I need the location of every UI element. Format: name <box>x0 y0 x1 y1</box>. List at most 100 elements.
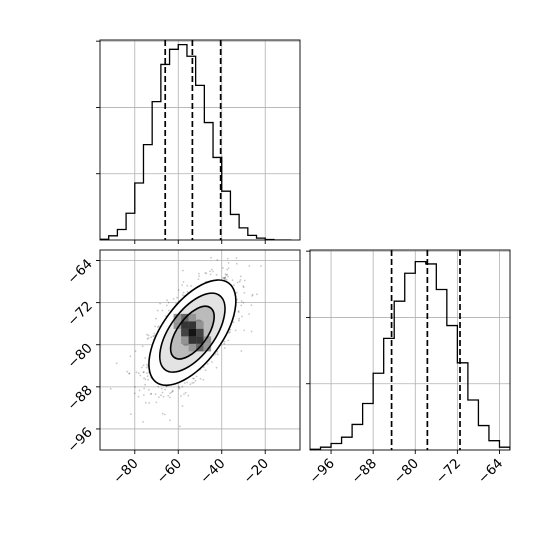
joint-point <box>164 388 167 391</box>
joint-point <box>133 392 136 395</box>
joint-point <box>193 377 195 380</box>
joint-point <box>183 382 186 384</box>
joint-point <box>236 298 239 301</box>
joint-point <box>141 366 143 369</box>
joint-point <box>235 291 238 294</box>
y-marginal-xtick-label: −72 <box>433 456 464 487</box>
joint-point <box>251 293 254 296</box>
joint-point <box>142 371 145 374</box>
joint-ytick-label: −96 <box>64 424 95 455</box>
joint-point <box>224 278 226 281</box>
joint-point <box>181 294 184 296</box>
joint-point <box>199 377 202 380</box>
joint-point <box>248 265 251 267</box>
joint-point <box>227 275 229 278</box>
x-marginal-frame <box>99 39 301 241</box>
joint-point <box>229 331 231 333</box>
joint-point <box>137 372 140 375</box>
joint-point <box>211 361 213 363</box>
joint-point <box>167 301 170 304</box>
joint-point <box>227 267 230 269</box>
joint-point <box>158 396 160 398</box>
joint-point <box>223 277 226 279</box>
joint-point <box>238 280 241 283</box>
joint-point <box>189 383 192 386</box>
joint-point <box>240 304 243 307</box>
joint-point <box>144 383 147 386</box>
joint-xtick-label: −20 <box>241 456 272 487</box>
joint-point <box>150 336 153 338</box>
joint-point <box>161 309 164 312</box>
joint-point <box>256 293 258 296</box>
joint-point <box>157 385 160 388</box>
joint-point <box>233 284 235 287</box>
joint-point <box>205 272 208 275</box>
joint-point <box>153 332 156 335</box>
joint-point <box>172 298 175 300</box>
x-marginal-panel <box>96 39 301 244</box>
joint-point <box>155 401 158 404</box>
joint-xtick-label: −40 <box>197 456 228 487</box>
joint-point <box>169 392 172 395</box>
joint-point <box>169 396 171 399</box>
joint-point <box>192 377 195 380</box>
joint-ytick-label: −64 <box>64 256 95 287</box>
joint-point <box>147 337 150 339</box>
y-marginal-panel: −96 −88 −80 −72 −64 <box>306 249 511 487</box>
joint-point <box>142 364 145 367</box>
joint-point <box>242 285 245 288</box>
joint-density-cell <box>203 336 212 344</box>
joint-point <box>182 281 185 283</box>
joint-point <box>146 372 148 374</box>
joint-point <box>148 402 151 404</box>
joint-point <box>192 381 195 384</box>
joint-point <box>179 425 181 428</box>
joint-point <box>186 290 189 293</box>
joint-contour-line <box>169 305 215 360</box>
joint-frame <box>99 249 301 451</box>
joint-point <box>144 378 147 381</box>
joint-point <box>178 386 181 389</box>
y-marginal-xtick-label: −96 <box>306 456 337 487</box>
joint-point <box>183 393 185 395</box>
x-marginal-grid <box>100 40 300 240</box>
joint-point <box>146 375 149 378</box>
joint-point <box>204 272 207 274</box>
joint-point <box>226 257 229 260</box>
joint-contour-lines <box>148 279 237 387</box>
joint-point <box>209 270 211 273</box>
joint-point <box>223 342 226 345</box>
joint-point <box>147 378 150 381</box>
joint-point <box>134 386 136 388</box>
joint-point <box>144 401 147 404</box>
joint-point <box>109 387 112 390</box>
joint-point <box>238 319 240 322</box>
joint-point <box>235 257 238 259</box>
joint-point <box>150 393 153 395</box>
joint-ytick-label: −72 <box>64 298 95 329</box>
joint-point <box>238 317 241 320</box>
joint-point <box>223 347 226 349</box>
y-marginal-grid <box>310 250 510 450</box>
joint-point <box>152 335 155 338</box>
joint-point <box>217 353 219 356</box>
joint-point <box>204 369 207 371</box>
joint-point <box>147 334 150 337</box>
joint-point <box>227 339 230 342</box>
joint-density-cell <box>188 343 197 352</box>
y-marginal-quantile-lines <box>390 250 461 450</box>
joint-point <box>141 345 144 348</box>
joint-point <box>225 274 228 277</box>
joint-point <box>148 388 150 391</box>
y-marginal-xtick-label: −64 <box>475 456 506 487</box>
joint-point <box>228 332 230 334</box>
joint-point <box>146 338 149 340</box>
joint-point <box>177 386 180 388</box>
joint-point <box>181 405 184 407</box>
joint-point <box>182 269 184 272</box>
joint-point <box>243 329 246 332</box>
joint-point <box>223 340 226 343</box>
joint-point <box>146 363 149 366</box>
joint-point <box>142 371 145 374</box>
